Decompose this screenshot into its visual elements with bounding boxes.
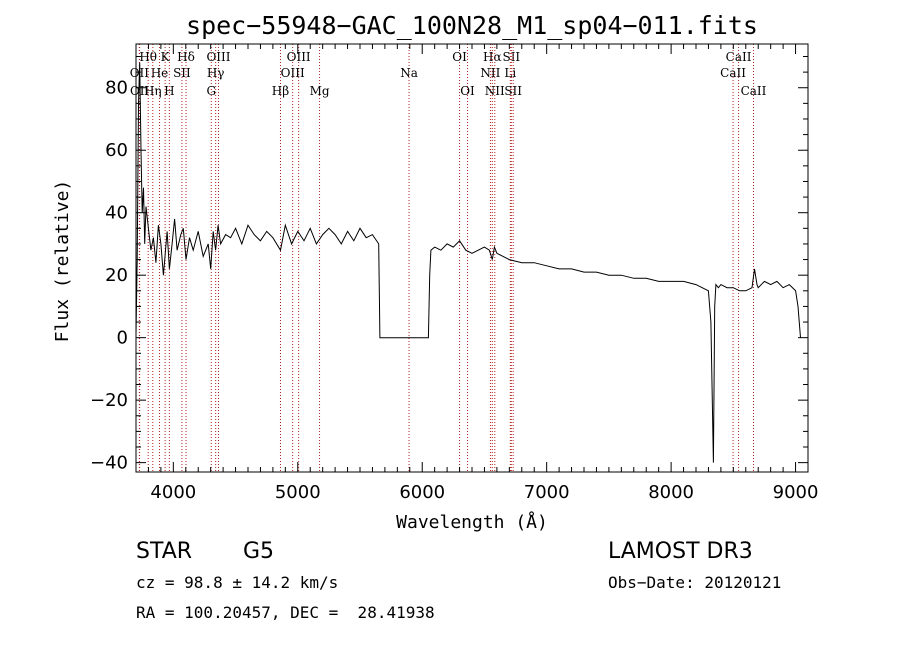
marker-label: OIII [206, 50, 230, 64]
marker-label: CaII [741, 84, 767, 98]
survey-name: LAMOST DR3 [608, 539, 753, 564]
plot-axes: 4000 5000 6000 7000 8000 9000 −40 −20 0 20 40 60 80 [90, 43, 819, 503]
coordinates: RA = 100.20457, DEC = 28.41938 [136, 603, 435, 622]
y-tick-label: 20 [105, 265, 128, 286]
observation-date: Obs−Date: 20120121 [608, 573, 782, 592]
marker-label: Hδ [177, 50, 195, 64]
marker-label: Hη [144, 84, 162, 98]
marker-label: Hβ [272, 84, 289, 98]
marker-label: Mg [310, 84, 330, 98]
subclass: G5 [243, 539, 275, 564]
marker-label: NII [480, 66, 500, 80]
marker-label: CaII [726, 50, 752, 64]
marker-label: OI [452, 50, 467, 64]
marker-label: SII [502, 50, 520, 64]
flux-series [135, 62, 801, 463]
marker-label: CaII [720, 66, 746, 80]
marker-label: NII [485, 84, 505, 98]
marker-label: OIII [287, 50, 311, 64]
x-axis-label: Wavelength (Å) [396, 511, 548, 533]
y-tick-label: −40 [90, 453, 128, 474]
marker-label: Hθ [139, 50, 157, 64]
object-class: STAR [136, 539, 193, 564]
redshift-velocity: cz = 98.8 ± 14.2 km/s [136, 573, 339, 592]
x-tick-label: 5000 [275, 482, 321, 503]
y-tick-label: 40 [105, 203, 128, 224]
marker-label: OIII [281, 66, 305, 80]
marker-label: K [161, 50, 171, 64]
marker-label: Hγ [207, 66, 225, 80]
marker-label: G [206, 84, 216, 98]
marker-label: SII [504, 84, 522, 98]
y-tick-label: 0 [117, 328, 128, 349]
x-tick-label: 8000 [648, 482, 694, 503]
marker-label: He [151, 66, 169, 80]
marker-label: H [164, 84, 174, 98]
x-tick-label: 6000 [399, 482, 445, 503]
chart-title: spec−55948−GAC_100N28_M1_sp04−011.fits [186, 11, 758, 40]
y-tick-label: −20 [90, 390, 128, 411]
flux-line [135, 62, 801, 463]
marker-label: SII [173, 66, 191, 80]
marker-label: Li [504, 66, 516, 80]
y-axis-label: Flux (relative) [52, 180, 73, 343]
x-tick-label: 4000 [150, 482, 196, 503]
marker-label: Na [400, 66, 418, 80]
marker-label: Hα [483, 50, 502, 64]
x-tick-label: 7000 [524, 482, 570, 503]
plot-frame [135, 43, 809, 473]
marker-label: OI [460, 84, 475, 98]
x-tick-label: 9000 [773, 482, 819, 503]
y-tick-label: 60 [105, 140, 128, 161]
y-tick-label: 80 [105, 78, 128, 99]
